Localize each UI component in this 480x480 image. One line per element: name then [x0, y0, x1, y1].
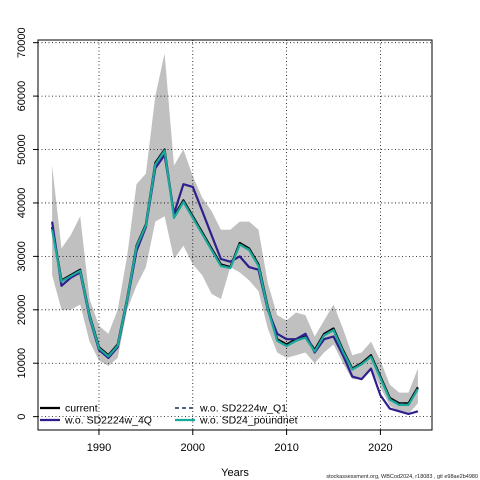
plot-frame: [37, 39, 433, 431]
y-tick-label: 60000: [16, 81, 28, 112]
legend-label-1: current: [65, 403, 98, 415]
x-tick-label: 2010: [274, 442, 298, 454]
legend-label-3: w.o. SD2224w_Q1: [199, 403, 287, 415]
credit-text: stockassessment.org, WBCod2024, r18083 ,…: [326, 474, 478, 480]
axis-layer: 1990 2000 2010 2020 0 10000 20000 30000 40000 500…: [16, 27, 393, 454]
legend-label-4: w.o. SD24_poundnet: [199, 415, 298, 427]
legend-label-2: w.o. SD2224w_4Q: [64, 415, 152, 427]
x-axis-title: Years: [221, 467, 249, 479]
y-tick-label: 0: [16, 414, 28, 420]
y-tick-label: 70000: [16, 27, 28, 58]
y-tick-label: 30000: [16, 241, 28, 272]
y-tick-label: 20000: [16, 294, 28, 325]
series-line-4: [51, 149, 419, 406]
y-tick-label: 40000: [16, 188, 28, 219]
x-tick-label: 1990: [87, 442, 111, 454]
y-tick-label: 50000: [16, 134, 28, 165]
series-layer: [51, 148, 419, 416]
x-tick-label: 2000: [181, 442, 205, 454]
confidence-band-layer: [52, 53, 418, 415]
y-tick-label: 10000: [16, 348, 28, 379]
x-tick-label: 2020: [368, 442, 392, 454]
confidence-band: [52, 53, 418, 415]
